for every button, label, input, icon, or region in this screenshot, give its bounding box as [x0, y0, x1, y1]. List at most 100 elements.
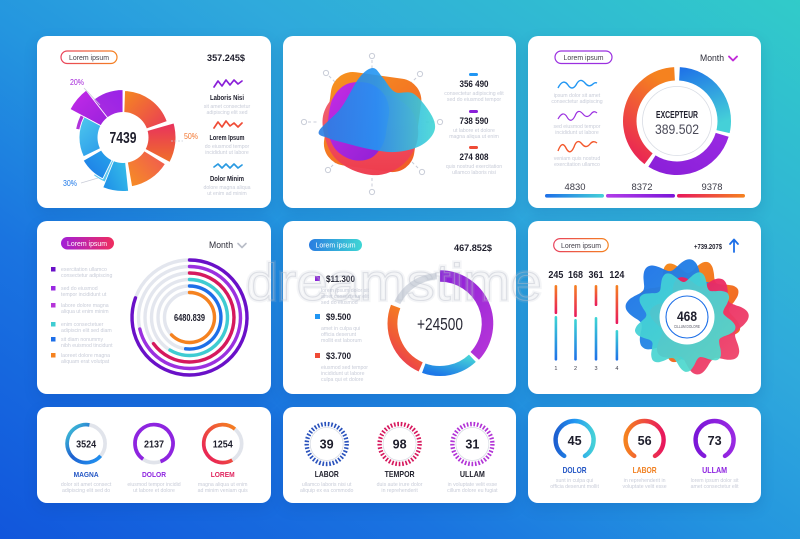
svg-text:3: 3	[594, 366, 597, 372]
svg-text:245: 245	[548, 269, 563, 281]
svg-text:LABOR: LABOR	[315, 470, 339, 479]
svg-text:mollit est laborum: mollit est laborum	[321, 338, 362, 344]
svg-text:labore dolore magna: labore dolore magna	[61, 303, 109, 309]
svg-text:ad minim veniam quis: ad minim veniam quis	[198, 488, 249, 494]
svg-text:$11.300: $11.300	[326, 273, 355, 284]
svg-text:1: 1	[554, 366, 557, 372]
svg-text:amet consectetur elit: amet consectetur elit	[691, 484, 739, 490]
svg-text:incididunt ut labore: incididunt ut labore	[205, 150, 249, 156]
svg-text:Lorem ipsum: Lorem ipsum	[564, 53, 604, 62]
svg-text:DOLOR: DOLOR	[142, 470, 166, 479]
svg-text:EXCEPTEUR: EXCEPTEUR	[656, 110, 699, 121]
svg-text:ipsum dolor sit amet: ipsum dolor sit amet	[554, 93, 601, 99]
svg-text:veniam quis nostrud: veniam quis nostrud	[554, 156, 601, 162]
svg-text:dolore magna aliqua: dolore magna aliqua	[203, 185, 250, 191]
svg-text:magna aliqua ut enim: magna aliqua ut enim	[198, 482, 248, 488]
svg-text:ULLAM: ULLAM	[702, 466, 727, 475]
svg-text:Month: Month	[209, 240, 233, 250]
svg-text:enim consectetuer: enim consectetuer	[61, 322, 104, 328]
svg-text:exercitation ullamco: exercitation ullamco	[61, 267, 107, 273]
svg-text:ULLAM: ULLAM	[460, 470, 485, 479]
svg-text:Lorem ipsum: Lorem ipsum	[69, 53, 109, 62]
svg-text:sed do eiusmod: sed do eiusmod	[61, 286, 98, 292]
svg-text:dreamstime: dreamstime	[246, 254, 542, 312]
svg-text:Lorem ipsum: Lorem ipsum	[67, 239, 107, 248]
svg-text:amet in culpa qui: amet in culpa qui	[321, 326, 360, 332]
svg-text:adipiscing elit sed: adipiscing elit sed	[207, 110, 248, 116]
svg-text:sit diam nonummy: sit diam nonummy	[61, 337, 103, 343]
svg-text:TEMPOR: TEMPOR	[385, 470, 415, 479]
svg-text:389.502: 389.502	[655, 121, 699, 137]
svg-text:voluptate velit esse: voluptate velit esse	[623, 484, 667, 490]
svg-text:ullamco laboris nisi: ullamco laboris nisi	[452, 170, 496, 176]
svg-text:738 590: 738 590	[460, 116, 489, 126]
svg-text:468: 468	[677, 308, 697, 324]
svg-text:in reprehenderit: in reprehenderit	[381, 488, 418, 494]
svg-text:4830: 4830	[565, 182, 586, 193]
svg-text:officia deserunt mollit: officia deserunt mollit	[550, 484, 599, 490]
svg-text:MAGNA: MAGNA	[74, 470, 99, 479]
svg-text:lorem ipsum dolor sit: lorem ipsum dolor sit	[691, 478, 739, 484]
svg-text:sit amet consectetur: sit amet consectetur	[204, 104, 251, 110]
svg-text:sed do eiusmod: sed do eiusmod	[321, 300, 358, 306]
svg-text:+24500: +24500	[417, 314, 463, 334]
svg-text:361: 361	[589, 269, 604, 281]
svg-text:ullamco laboris nisi ut: ullamco laboris nisi ut	[302, 482, 352, 488]
svg-text:9378: 9378	[702, 182, 723, 193]
svg-text:Lorem ipsum: Lorem ipsum	[561, 241, 601, 250]
svg-text:duis aute irure dolor: duis aute irure dolor	[377, 482, 423, 488]
svg-text:168: 168	[568, 269, 583, 281]
svg-text:LOREM: LOREM	[211, 470, 235, 479]
svg-text:laoreet dolore magna: laoreet dolore magna	[61, 353, 110, 359]
svg-text:1254: 1254	[213, 439, 233, 451]
svg-text:dolor sit amet consect: dolor sit amet consect	[61, 482, 112, 488]
svg-text:Month: Month	[700, 53, 724, 63]
svg-text:in voluptate velit esse: in voluptate velit esse	[448, 482, 498, 488]
svg-text:eiusmod tempor incidid: eiusmod tempor incidid	[127, 482, 180, 488]
svg-text:sunt in culpa qui: sunt in culpa qui	[556, 478, 594, 484]
svg-text:Lorem Ipsum: Lorem Ipsum	[210, 133, 245, 142]
svg-text:31: 31	[465, 438, 479, 452]
svg-text:in reprehenderit in: in reprehenderit in	[624, 478, 666, 484]
svg-text:consectetur adipiscing: consectetur adipiscing	[61, 273, 112, 279]
svg-text:98: 98	[393, 438, 407, 452]
svg-text:7439: 7439	[110, 130, 137, 147]
svg-text:4: 4	[615, 366, 618, 372]
svg-text:2: 2	[574, 366, 577, 372]
svg-text:$3.700: $3.700	[326, 350, 351, 361]
svg-text:73: 73	[708, 434, 722, 448]
svg-text:consectetur adipiscing: consectetur adipiscing	[551, 99, 602, 105]
svg-text:aliquip ex ea commodo: aliquip ex ea commodo	[300, 488, 353, 494]
svg-text:124: 124	[609, 269, 624, 281]
svg-text:lorem ipsum dolor sit: lorem ipsum dolor sit	[321, 288, 369, 294]
svg-text:30%: 30%	[63, 179, 77, 188]
svg-text:CILLUM DOLORE: CILLUM DOLORE	[674, 324, 700, 329]
svg-text:+739.207$: +739.207$	[694, 242, 722, 251]
svg-text:adipiscin elit sed diam: adipiscin elit sed diam	[61, 328, 112, 334]
svg-text:3524: 3524	[76, 439, 96, 451]
svg-text:quis nostrud exercitation: quis nostrud exercitation	[446, 164, 502, 170]
svg-text:45: 45	[568, 434, 582, 448]
svg-text:ut labore et dolore: ut labore et dolore	[453, 128, 495, 134]
svg-text:56: 56	[638, 434, 652, 448]
svg-text:DOLOR: DOLOR	[563, 466, 587, 475]
svg-text:sed eiusmod tempor: sed eiusmod tempor	[554, 124, 601, 130]
svg-text:incididunt ut labore: incididunt ut labore	[321, 371, 365, 377]
svg-text:cillum dolore eu fugiat: cillum dolore eu fugiat	[447, 488, 498, 494]
svg-text:dreamstime: dreamstime	[246, 254, 542, 312]
svg-text:ut enim ad minim: ut enim ad minim	[207, 191, 247, 197]
svg-text:$9.500: $9.500	[326, 311, 351, 322]
svg-text:culpa qui et dolore: culpa qui et dolore	[321, 377, 364, 383]
svg-text:357.245$: 357.245$	[207, 53, 246, 64]
svg-text:Lorem ipsum: Lorem ipsum	[316, 241, 356, 250]
svg-text:20%: 20%	[70, 78, 84, 87]
svg-text:do eiusmod tempor: do eiusmod tempor	[205, 144, 250, 150]
svg-text:tempor incididunt ut: tempor incididunt ut	[61, 292, 107, 298]
svg-text:aliqua ut enim minim: aliqua ut enim minim	[61, 309, 109, 315]
svg-text:nibh euismod tincidunt: nibh euismod tincidunt	[61, 343, 113, 349]
svg-text:sed do eiusmod tempor: sed do eiusmod tempor	[447, 97, 501, 103]
svg-text:exercitation ullamco: exercitation ullamco	[554, 162, 600, 168]
svg-text:incididunt ut labore: incididunt ut labore	[555, 130, 599, 136]
svg-text:amet consectetur elit: amet consectetur elit	[321, 294, 369, 300]
svg-text:Laboris Nisi: Laboris Nisi	[210, 93, 244, 102]
